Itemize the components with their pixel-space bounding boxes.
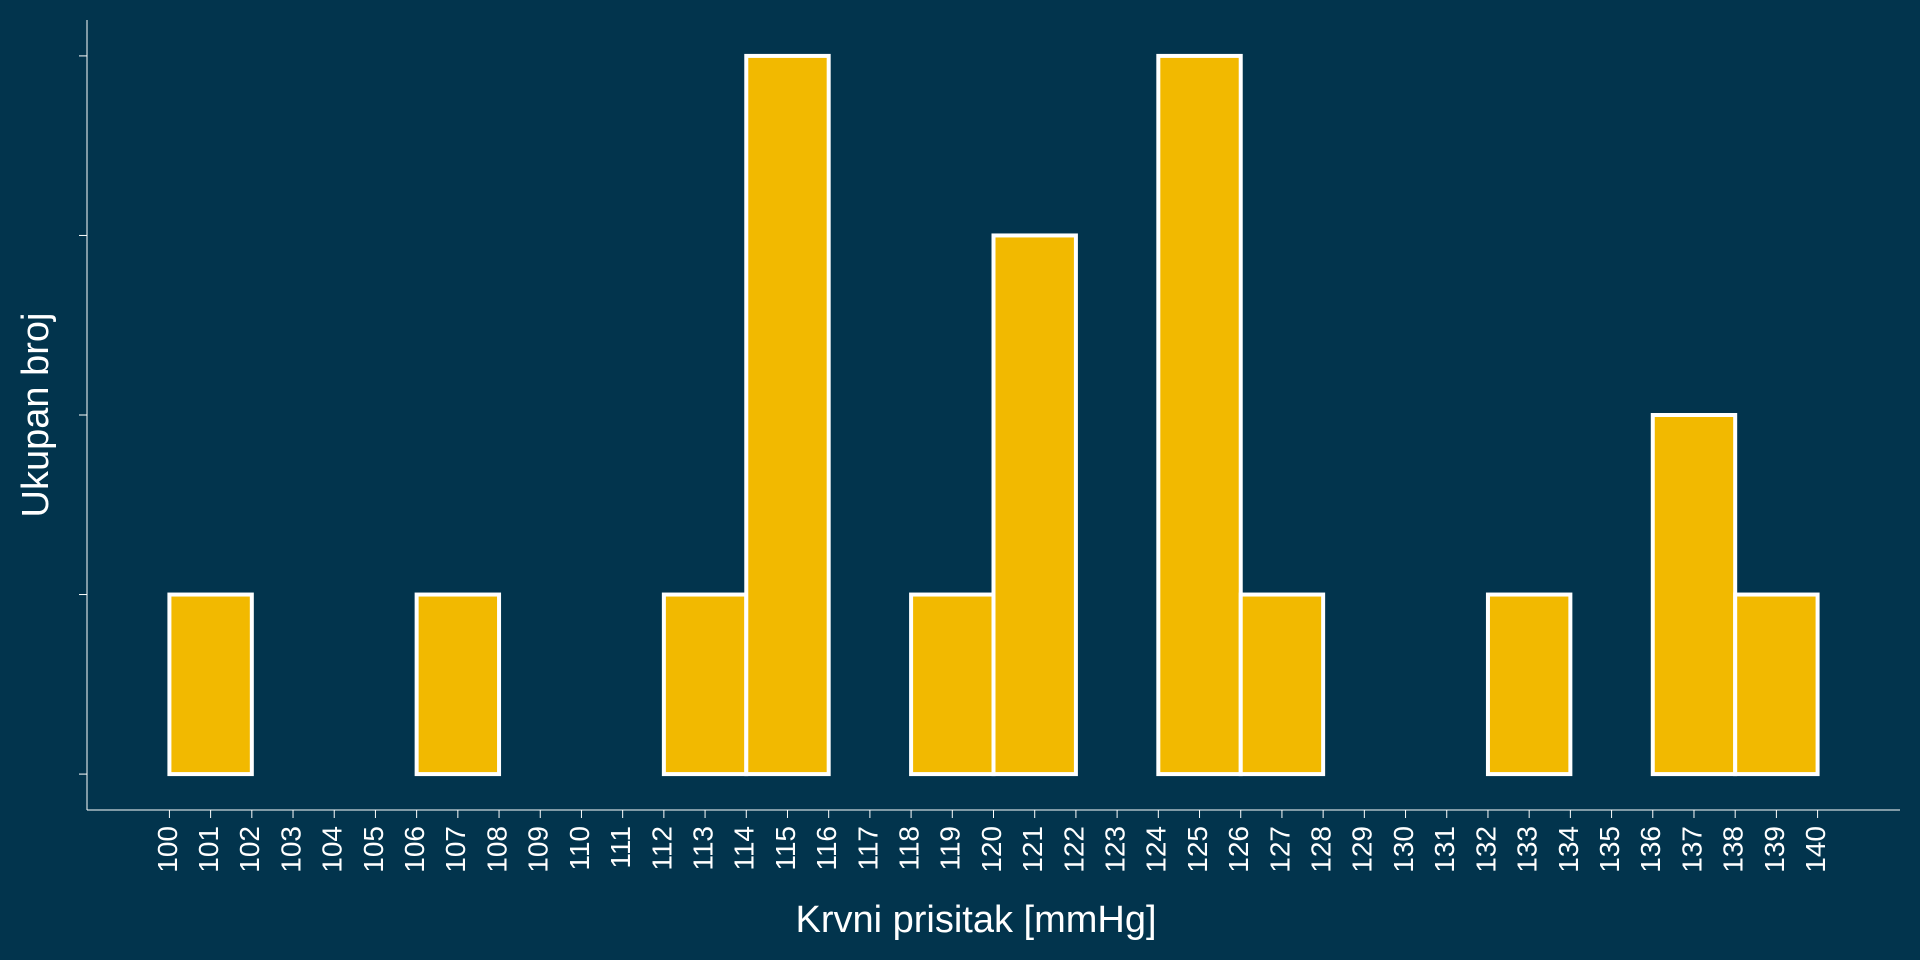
x-tick-label-126: 126 [1223,826,1254,873]
histogram-bar-132-134 [1485,592,1573,777]
x-tick-label-127: 127 [1264,826,1295,873]
bars-group [167,53,1820,777]
x-tick-label-134: 134 [1553,826,1584,873]
histogram-bar-106-108 [414,592,502,777]
x-tick-label-130: 130 [1388,826,1419,873]
histogram-bar-136-138 [1650,413,1738,777]
x-tick-label-114: 114 [729,826,760,871]
histogram-bar-118-120 [909,592,996,777]
x-tick-label-118: 118 [893,826,924,871]
x-tick-label-117: 117 [852,826,883,871]
y-axis-label: Ukupan broj [15,313,57,518]
x-tick-label-111: 111 [605,826,636,869]
x-tick-label-136: 136 [1635,826,1666,873]
x-tick-label-139: 139 [1759,826,1790,873]
x-tick-label-138: 138 [1718,826,1749,873]
histogram-bar-138-140 [1733,592,1820,777]
x-tick-label-113: 113 [687,826,718,871]
x-tick-label-110: 110 [564,826,595,871]
x-tick-label-105: 105 [358,826,389,873]
x-tick-label-109: 109 [523,826,554,873]
x-tick-label-128: 128 [1306,826,1337,873]
y-ticks-group [79,55,87,775]
x-tick-label-122: 122 [1058,826,1089,873]
x-tick-label-132: 132 [1470,826,1501,873]
x-tick-label-119: 119 [935,826,966,871]
x-tick-label-131: 131 [1429,826,1460,873]
histogram-bar-112-114 [661,592,749,777]
x-ticks-group: 100 101 102 103 104 105 106 107 108 109 110 111 112 1… [152,810,1831,873]
histogram-bar-120-122 [991,233,1078,777]
histogram-bar-126-128 [1238,592,1326,777]
histogram-bar-114-116 [744,53,831,777]
histogram-bar-124-126 [1156,53,1243,777]
x-tick-label-133: 133 [1512,826,1543,873]
x-tick-label-106: 106 [399,826,430,873]
x-tick-label-124: 124 [1141,826,1172,873]
x-tick-label-103: 103 [275,826,306,873]
histogram-bar-100-102 [167,592,254,777]
x-tick-label-104: 104 [317,826,348,873]
x-tick-label-116: 116 [811,826,842,871]
x-tick-label-135: 135 [1594,826,1625,873]
x-tick-label-140: 140 [1800,826,1831,873]
x-tick-label-123: 123 [1100,826,1131,873]
x-tick-label-120: 120 [976,826,1007,873]
x-tick-label-137: 137 [1676,826,1707,873]
x-tick-label-102: 102 [234,826,265,873]
x-tick-label-112: 112 [646,826,677,871]
x-tick-label-108: 108 [481,826,512,873]
x-tick-label-101: 101 [193,826,224,873]
x-tick-label-107: 107 [440,826,471,873]
x-tick-label-100: 100 [152,826,183,873]
x-tick-label-125: 125 [1182,826,1213,873]
x-tick-label-121: 121 [1017,826,1048,873]
x-tick-label-115: 115 [770,826,801,871]
x-tick-label-129: 129 [1347,826,1378,873]
x-axis-label: Krvni prisitak [mmHg] [795,899,1156,941]
